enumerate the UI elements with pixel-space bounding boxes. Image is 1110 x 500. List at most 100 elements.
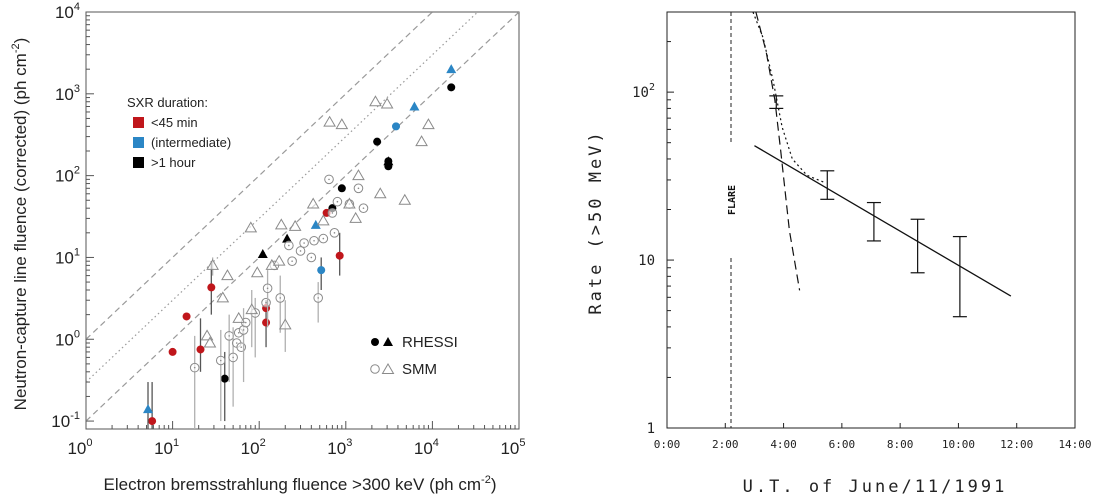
smm-circle-dot — [313, 239, 315, 242]
rate-x-tick-label: 14:00 — [1058, 438, 1091, 451]
y-tick-label: 100 — [55, 328, 80, 349]
rate-x-tick-label: 0:00 — [654, 438, 681, 451]
smm-circle-dot — [237, 331, 240, 334]
rhessi-triangle-point — [446, 64, 457, 74]
x-tick-label: 104 — [414, 437, 439, 458]
rhessi-circle-point — [335, 251, 344, 260]
x-axis-title: Electron bremsstrahlung fluence >300 keV… — [104, 474, 497, 494]
smm-triangle-marker — [381, 363, 395, 374]
smm-triangle-open-point — [250, 266, 264, 278]
rhessi-circle-point — [168, 347, 177, 356]
exponential-fit-line — [754, 145, 1012, 297]
rate-x-tick-label: 8:00 — [887, 438, 914, 451]
legend-label-intermediate: (intermediate) — [151, 135, 231, 150]
rate-y-axis-title: Rate (>50 MeV) — [586, 129, 606, 314]
instrument-legend: RHESSI SMM — [370, 334, 458, 378]
x-tick-label: 100 — [67, 437, 92, 458]
legend-swatch-long — [133, 157, 144, 168]
legend-smm-label: SMM — [402, 361, 437, 378]
smm-circle-dot — [232, 356, 234, 359]
reference-lines — [86, 12, 519, 422]
smm-circle-dot — [219, 359, 222, 362]
rhessi-circle-point — [220, 374, 229, 383]
flare-marker: FLARE — [727, 12, 738, 428]
smm-triangle-open-point — [245, 303, 259, 315]
smm-triangle-open-point — [369, 95, 382, 107]
scatter-plot-frame — [85, 11, 520, 430]
y-tick-label: 101 — [55, 246, 80, 267]
smm-triangle-open-point — [415, 135, 428, 147]
smm-triangle-open-point — [422, 118, 435, 130]
smm-triangle-open-point — [232, 311, 246, 323]
smm-circle-dot — [265, 301, 267, 304]
rate-y-axis-ticks: 1 10 102 — [632, 11, 674, 437]
y-tick-label: 103 — [55, 83, 80, 104]
rhessi-circle-point — [392, 122, 401, 131]
rate-x-axis-title: U.T. of June/11/1991 — [743, 477, 1008, 497]
rhessi-circle-point — [207, 283, 216, 292]
smm-triangle-open-point — [244, 221, 258, 233]
smm-circle-dot — [228, 335, 230, 337]
rate-x-tick-label: 10:00 — [942, 438, 975, 451]
smm-triangle-open-point — [216, 291, 230, 303]
y-tick-label: 104 — [55, 1, 80, 22]
smm-triangle-open-point — [272, 254, 286, 266]
smm-circle-dot — [279, 297, 282, 299]
rhessi-circle-point — [148, 417, 157, 426]
rate-x-tick-label: 6:00 — [829, 438, 856, 451]
x-tick-label: 102 — [241, 437, 266, 458]
rhessi-circle-point — [447, 83, 456, 92]
rate-y-tick-label: 102 — [632, 82, 655, 101]
smm-triangle-open-point — [373, 187, 387, 199]
rhessi-circle-point — [317, 266, 326, 275]
rate-x-tick-label: 4:00 — [770, 438, 797, 451]
smm-triangle-open-point — [278, 318, 292, 330]
smm-triangle-open-point — [323, 115, 336, 127]
rhessi-circle-point — [373, 137, 382, 146]
smm-triangle-open-point — [203, 336, 217, 348]
rhessi-triangle-point — [143, 404, 154, 414]
y-axis-title: Neutron-capture line fluence (corrected)… — [10, 38, 30, 411]
smm-triangle-open-point — [343, 197, 356, 209]
flare-label: FLARE — [727, 185, 738, 215]
rhessi-circle-point — [337, 184, 346, 193]
smm-circle-dot — [362, 207, 365, 209]
rhessi-circle-marker — [371, 338, 379, 346]
smm-triangle-open-point — [335, 118, 349, 130]
smm-triangle-open-point — [380, 97, 394, 109]
legend-title: SXR duration: — [127, 95, 208, 110]
smm-triangle-open-point — [206, 258, 220, 270]
rate-error-bars — [769, 95, 967, 318]
smm-circle-dot — [235, 342, 238, 344]
legend-swatch-intermediate — [133, 137, 144, 148]
rhessi-triangle-point — [383, 156, 394, 166]
smm-circle-dot — [193, 366, 196, 369]
smm-circle-dot — [331, 212, 334, 214]
y-tick-label: 10-1 — [51, 410, 80, 431]
smm-circle-dot — [242, 329, 245, 331]
smm-triangle-open-point — [274, 218, 288, 230]
smm-circle-dot — [266, 287, 269, 290]
rate-x-tick-label: 12:00 — [1000, 438, 1033, 451]
smm-circle-dot — [336, 200, 339, 203]
impulsive-decay-dashed-line — [755, 11, 801, 291]
rhessi-circle-point — [262, 318, 271, 327]
x-tick-label: 103 — [327, 437, 352, 458]
smm-circle-dot — [322, 237, 325, 240]
smm-circle-dot — [299, 250, 302, 252]
legend-swatch-short — [133, 117, 144, 128]
rhessi-circle-point — [196, 345, 205, 354]
smm-circle-dot — [244, 321, 247, 324]
smm-circle-dot — [328, 178, 330, 181]
rate-x-axis-ticks: 0:00 2:00 4:00 6:00 8:00 10:00 12:00 14:00 — [654, 423, 1092, 451]
smm-triangle-open-point — [288, 219, 302, 231]
smm-triangle-open-point — [398, 193, 412, 205]
smm-circle-dot — [303, 242, 305, 244]
smm-triangle-open-point — [316, 214, 330, 226]
data-points — [143, 64, 457, 429]
reference-line-dotted — [86, 12, 479, 383]
y-tick-label: 102 — [55, 165, 80, 186]
rhessi-triangle-marker — [383, 337, 393, 346]
rate-y-tick-label: 1 — [647, 421, 655, 437]
